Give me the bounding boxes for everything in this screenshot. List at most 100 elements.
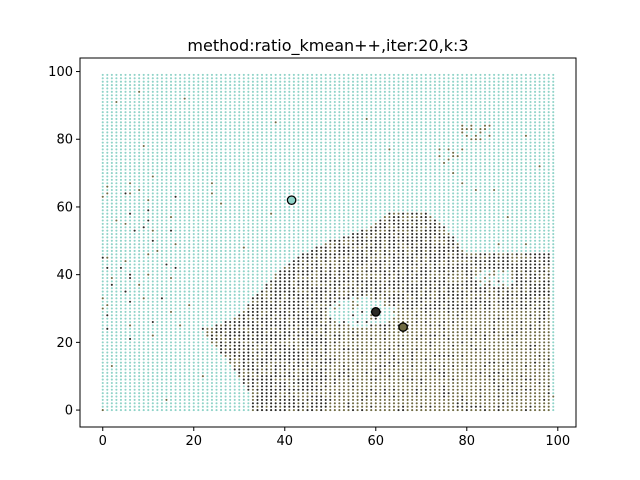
data-point [115,381,118,385]
data-point [210,114,214,117]
data-point [256,351,259,354]
data-point [274,124,277,127]
data-point [311,144,314,148]
data-point [315,287,318,290]
data-point [115,185,118,188]
data-point [283,361,286,364]
data-point [138,104,141,107]
data-point [142,297,145,300]
data-point [142,84,145,87]
data-point [279,182,282,185]
data-point [210,77,214,80]
data-point [270,212,273,215]
data-point [324,378,327,381]
data-point [115,341,118,344]
data-point [315,73,318,76]
data-point [147,158,150,161]
data-point [206,307,209,310]
data-point [311,327,314,330]
data-point [188,246,191,249]
data-point [256,111,259,114]
data-point [160,277,163,280]
data-point [301,310,305,313]
data-point [129,199,132,202]
data-point [301,331,305,334]
data-point [283,266,286,269]
data-point [306,229,309,232]
data-point [251,266,254,269]
data-point [215,226,218,229]
data-point [233,107,236,110]
data-point [106,277,109,280]
data-point [256,314,259,317]
data-point [270,178,273,181]
data-point [197,128,200,131]
data-point [115,351,118,354]
data-point [174,324,177,327]
data-point [119,409,122,412]
data-point [224,107,227,110]
data-point [320,219,323,222]
data-point [183,263,186,266]
data-point [188,270,191,273]
data-point [133,381,136,385]
data-point [106,314,109,317]
data-point [119,361,122,364]
data-point [160,77,163,80]
data-point [251,368,254,371]
data-point [233,199,236,202]
data-point [115,354,118,357]
data-point [210,297,214,300]
data-point [256,212,259,215]
data-point [242,371,245,374]
data-point [188,375,191,378]
data-point [151,107,154,110]
data-point [210,121,214,124]
data-point [306,77,309,80]
data-point [115,395,118,398]
data-point [260,226,264,229]
data-point [238,321,241,324]
data-point [206,107,209,110]
data-point [242,107,245,110]
data-point [251,273,254,276]
data-point [183,277,186,280]
data-point [210,378,214,381]
data-point [206,175,209,178]
data-point [297,202,300,205]
data-point [160,236,163,239]
data-point [215,222,218,225]
data-point [270,226,273,229]
data-point [119,117,122,120]
data-point [192,270,195,273]
data-point [133,188,136,192]
data-point [142,307,145,310]
data-point [242,155,245,158]
data-point [188,151,191,154]
data-point [106,283,109,286]
data-point [124,405,127,408]
data-point [151,253,154,256]
data-point [288,324,291,327]
data-point [220,365,223,368]
data-point [138,229,141,232]
data-point [224,368,227,371]
data-point [192,405,195,408]
data-point [206,371,209,374]
data-point [320,290,323,293]
data-point [115,331,118,334]
data-point [215,77,218,80]
data-point [224,117,227,120]
data-point [138,77,141,80]
data-point [251,253,254,256]
data-point [124,324,127,327]
data-point [179,277,182,280]
data-point [142,331,145,334]
data-point [288,277,291,280]
data-point [306,165,309,168]
data-point [265,97,268,100]
data-point [101,161,104,164]
data-point [124,314,127,317]
data-point [183,94,186,97]
data-point [297,117,300,120]
